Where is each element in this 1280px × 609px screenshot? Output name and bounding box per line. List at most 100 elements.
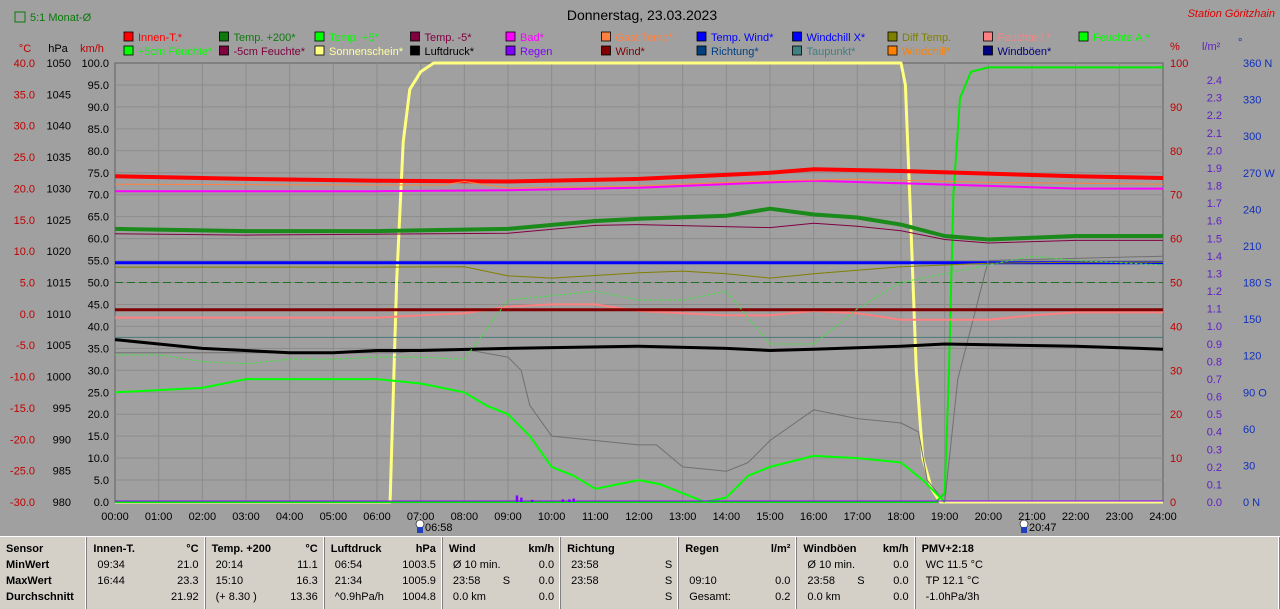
speed-tick-label: 100.0 [81,58,109,70]
stats-time: 23:58 [807,575,835,587]
x-tick-label: 12:00 [625,511,653,523]
legend-item[interactable]: Feuchte I.* [983,31,1052,44]
legend-item[interactable]: Temp. +5* [314,31,380,44]
stats-column: Luftdruck hPa 06:54 1003.5 21:34 1005.9 ^0.9hP… [325,537,443,609]
stats-time: 23:58 [571,575,599,587]
direction-tick-label: 90 O [1243,387,1267,399]
rain-bar [572,498,575,502]
legend-item[interactable]: Diff Temp. [887,31,951,44]
legend-item[interactable]: Regen [505,45,552,58]
speed-tick-label: 70.0 [88,190,109,202]
speed-tick-label: 30.0 [88,365,109,377]
pressure-unit: hPa [48,43,68,55]
series-line [115,261,1163,279]
speed-tick-label: 35.0 [88,343,109,355]
chart-title: Donnerstag, 23.03.2023 [567,7,717,23]
stats-value: 1005.9 [402,575,436,587]
percent-tick-label: 50 [1170,278,1182,290]
stats-direction: S [857,575,865,587]
stats-value: 0.0 [538,575,555,587]
speed-tick-label: 0.0 [94,497,109,509]
rain-tick-label: 1.9 [1207,163,1222,175]
option-toggle[interactable]: 5:1 Monat-Ø [14,11,92,24]
stats-time: 15:10 [215,575,244,587]
temp-tick-label: -10.0 [10,372,35,384]
rain-tick-label: 0.5 [1207,409,1222,421]
statistics-panel: Sensor MinWert MaxWert Durchschnitt Innen-T.… [0,536,1280,609]
legend-item[interactable]: +5cm Feuchte* [123,45,213,58]
percent-tick-label: 60 [1170,234,1182,246]
rain-tick-label: 0.7 [1207,374,1222,386]
legend-label: Taupunkt* [807,46,857,58]
rain-tick-label: 1.3 [1207,268,1222,280]
legend-swatch [410,45,420,56]
stats-column: PMV+2:18 WC 11.5 °C TP 12.1 °C -1.0hPa/3h [916,537,1280,609]
rain-tick-label: 1.4 [1207,251,1222,263]
legend-item[interactable]: Windchill X* [792,31,866,44]
temp-tick-label: -5.0 [16,340,35,352]
rain-tick-label: 2.3 [1207,93,1222,105]
stats-title: Sensor [6,543,44,555]
legend-label: +5cm Feuchte* [138,46,213,58]
stats-column: Richtung 23:58 S 23:58 S S [561,537,680,609]
temp-tick-label: 40.0 [14,58,35,70]
pressure-tick-label: 1000 [47,372,71,384]
legend-item[interactable]: Richtung* [696,45,759,58]
legend-label: Wind* [616,46,646,58]
sun-time-label: 06:58 [425,522,453,534]
x-tick-label: 09:00 [494,511,522,523]
legend-item[interactable]: Gast Temp* [601,31,674,44]
legend-swatch [505,31,516,42]
legend-item[interactable]: Wind* [601,45,646,58]
series-line [114,178,1164,189]
stats-unit: °C [186,543,199,555]
stats-value: S [664,559,673,571]
legend-swatch [792,45,802,56]
stats-value: 1003.5 [402,559,436,571]
legend-item[interactable]: Windböen* [983,45,1053,58]
series-line [115,66,1163,503]
rain-tick-label: 2.0 [1207,145,1222,157]
direction-tick-label: 360 N [1243,58,1272,70]
direction-tick-label: 30 [1243,460,1255,472]
legend-item[interactable]: -5cm Feuchte* [219,45,306,58]
stats-title: Regen [685,543,719,555]
legend-item[interactable]: Taupunkt* [792,45,857,58]
legend-item[interactable]: Temp. -5* [410,31,473,44]
stats-unit: hPa [415,543,436,555]
legend-item[interactable]: Windchill* [887,45,951,58]
legend-item[interactable]: Temp. +200* [219,31,297,44]
rain-tick-label: 1.0 [1207,321,1222,333]
legend-label: Temp. Wind* [711,32,774,44]
percent-tick-label: 40 [1170,321,1182,333]
direction-tick-label: 270 W [1243,168,1275,180]
speed-unit: km/h [80,43,104,55]
rain-tick-label: 1.7 [1207,198,1222,210]
rain-tick-label: 1.5 [1207,233,1222,245]
option-checkbox[interactable] [14,11,26,23]
stats-time: 06:54 [334,559,363,571]
pressure-tick-label: 1010 [47,309,71,321]
direction-tick-label: 150 [1243,314,1261,326]
legend-item[interactable]: Temp. Wind* [696,31,774,44]
series-line [115,255,1164,365]
percent-tick-label: 20 [1170,409,1182,421]
legend-item[interactable]: Feuchte A.* [1078,31,1151,44]
legend-label: Regen [520,46,552,58]
series-line [114,338,1164,355]
legend-item[interactable]: Bad* [505,31,545,44]
legend-item[interactable]: Innen-T.* [123,31,183,44]
legend-swatch [1078,31,1089,42]
direction-tick-label: 60 [1243,424,1255,436]
stats-value: 23.3 [177,575,199,587]
stats-value: 21.0 [177,559,199,571]
series-line [114,378,946,503]
stats-value: 21.92 [171,591,199,603]
stats-time: (+ 8.30 ) [215,591,257,603]
rain-tick-label: 1.1 [1207,304,1222,316]
legend-item[interactable]: Luftdruck* [410,45,475,58]
legend-swatch [123,45,134,56]
rain-tick-label: 0.8 [1207,356,1222,368]
legend-label: Luftdruck* [425,46,475,58]
legend-item[interactable]: Sonnenschein* [314,45,404,58]
